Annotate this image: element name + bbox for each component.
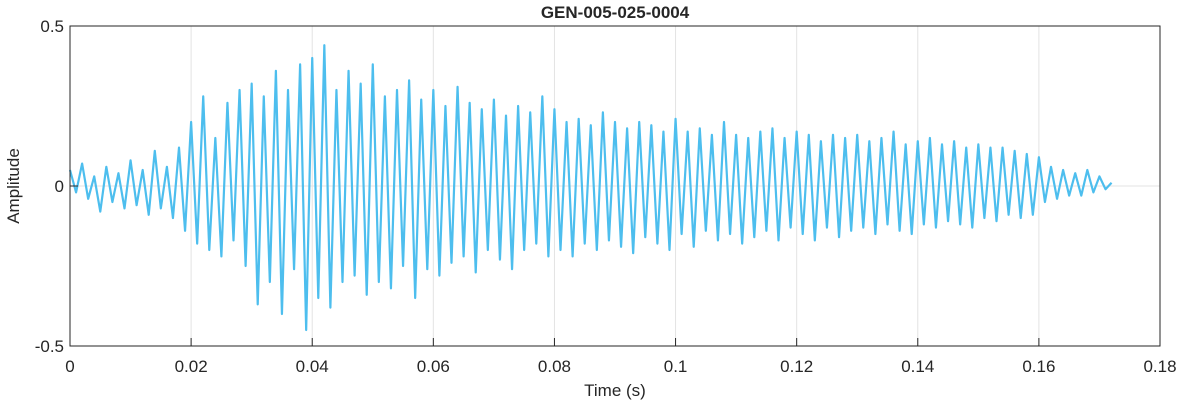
y-tick-label: 0	[55, 177, 64, 196]
y-tick-label: 0.5	[40, 17, 64, 36]
x-tick-label: 0.08	[538, 357, 571, 376]
x-tick-label: 0	[65, 357, 74, 376]
y-tick-label: -0.5	[35, 337, 64, 356]
x-tick-label: 0.1	[664, 357, 688, 376]
x-tick-label: 0.06	[417, 357, 450, 376]
x-tick-label: 0.14	[901, 357, 934, 376]
x-tick-label: 0.16	[1022, 357, 1055, 376]
chart-title: GEN-005-025-0004	[541, 3, 690, 22]
x-tick-label: 0.04	[296, 357, 329, 376]
series	[68, 44, 1113, 332]
waveform	[68, 44, 1113, 332]
x-tick-label: 0.18	[1143, 357, 1176, 376]
x-axis-label: Time (s)	[584, 381, 646, 400]
x-tick-label: 0.12	[780, 357, 813, 376]
y-axis-label: Amplitude	[4, 148, 23, 224]
ticks: 0 0.02 0.04 0.06 0.08 0.1 0.12 0.14 0.16 0.18 -0.5…	[35, 17, 1177, 376]
x-tick-label: 0.02	[175, 357, 208, 376]
